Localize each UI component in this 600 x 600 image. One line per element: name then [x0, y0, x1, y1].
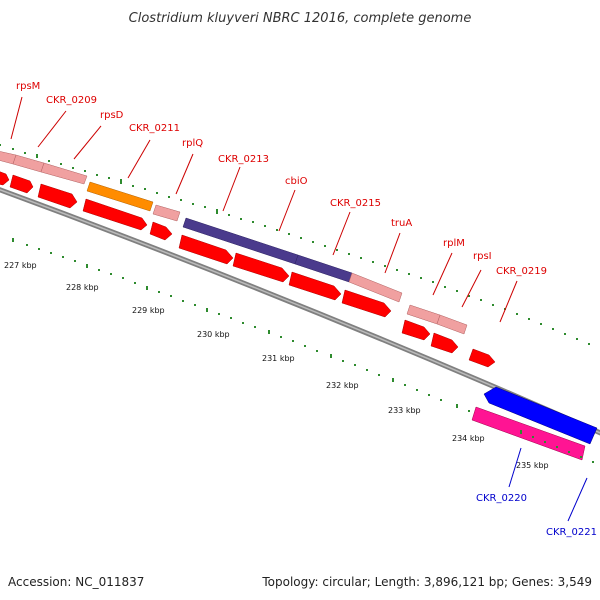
gene-label-rpsi[interactable]: rpsI: [473, 251, 492, 262]
cds-arrow[interactable]: [178, 234, 234, 265]
cds-arrow[interactable]: [341, 289, 392, 318]
cds-arrow[interactable]: [9, 174, 34, 194]
gene-label-ckr0220[interactable]: CKR_0220: [476, 493, 527, 504]
label-leaders-blue: [508, 447, 588, 522]
cds-arrow[interactable]: [0, 171, 10, 186]
label-leaders: [10, 96, 518, 323]
gene-label-rpsm[interactable]: rpsM: [16, 81, 40, 92]
gene-ckr0209-bar[interactable]: [12, 154, 45, 173]
cds-arrow[interactable]: [37, 183, 78, 209]
accession-text: Accession: NC_011837: [8, 575, 144, 589]
gene-rpsd-bar[interactable]: [40, 162, 88, 185]
gene-label-rpsd[interactable]: rpsD: [100, 110, 124, 121]
cds-arrows: [0, 171, 496, 368]
cds-arrow[interactable]: [232, 252, 290, 283]
ruler-label: 231 kbp: [262, 354, 295, 363]
cds-arrow[interactable]: [288, 271, 342, 301]
forward-strand-features: [0, 151, 468, 335]
reverse-strand-features: [471, 386, 598, 461]
inner-tick-row: [12, 238, 594, 463]
gene-label-ckr0213[interactable]: CKR_0213: [218, 154, 269, 165]
cds-arrow[interactable]: [149, 221, 173, 241]
gene-label-rplq[interactable]: rplQ: [182, 138, 203, 149]
cds-arrow[interactable]: [401, 319, 431, 341]
outer-tick-row: [0, 144, 590, 345]
gene-rplm-bar[interactable]: [436, 314, 468, 335]
ruler-label: 230 kbp: [197, 330, 230, 339]
gene-ckr0211-bar[interactable]: [86, 181, 154, 212]
gene-label-rplm[interactable]: rplM: [443, 238, 465, 249]
gene-label-ckr0221[interactable]: CKR_0221: [546, 527, 597, 538]
ruler-labels: 227 kbp 228 kbp 229 kbp 230 kbp 231 kbp …: [4, 261, 549, 470]
gene-labels: rpsM CKR_0209 rpsD CKR_0211 rplQ CKR_021…: [16, 81, 597, 538]
ruler-label: 232 kbp: [326, 381, 359, 390]
gene-label-cbio[interactable]: cbiO: [285, 176, 308, 187]
gene-truA-bar[interactable]: [406, 304, 441, 325]
cds-arrow[interactable]: [82, 198, 148, 231]
cds-arrow[interactable]: [430, 332, 459, 354]
ruler-label: 228 kbp: [66, 283, 99, 292]
ruler-label: 234 kbp: [452, 434, 485, 443]
gene-ckr0215-bar[interactable]: [348, 272, 403, 303]
ruler-label: 235 kbp: [516, 461, 549, 470]
gene-rplq-bar[interactable]: [152, 204, 181, 222]
gene-label-trua[interactable]: truA: [391, 218, 412, 229]
gene-label-ckr0219[interactable]: CKR_0219: [496, 266, 547, 277]
gene-label-ckr0215[interactable]: CKR_0215: [330, 198, 381, 209]
genome-summary-text: Topology: circular; Length: 3,896,121 bp…: [261, 575, 592, 589]
cds-arrow[interactable]: [468, 348, 496, 368]
gene-label-ckr0211[interactable]: CKR_0211: [129, 123, 180, 134]
ruler-label: 233 kbp: [388, 406, 421, 415]
gene-ckr0220-bar[interactable]: [483, 386, 598, 445]
map-title: Clostridium kluyveri NBRC 12016, complet…: [129, 11, 472, 26]
ruler-label: 229 kbp: [132, 306, 165, 315]
ruler-label: 227 kbp: [4, 261, 37, 270]
gene-label-ckr0209[interactable]: CKR_0209: [46, 95, 97, 106]
